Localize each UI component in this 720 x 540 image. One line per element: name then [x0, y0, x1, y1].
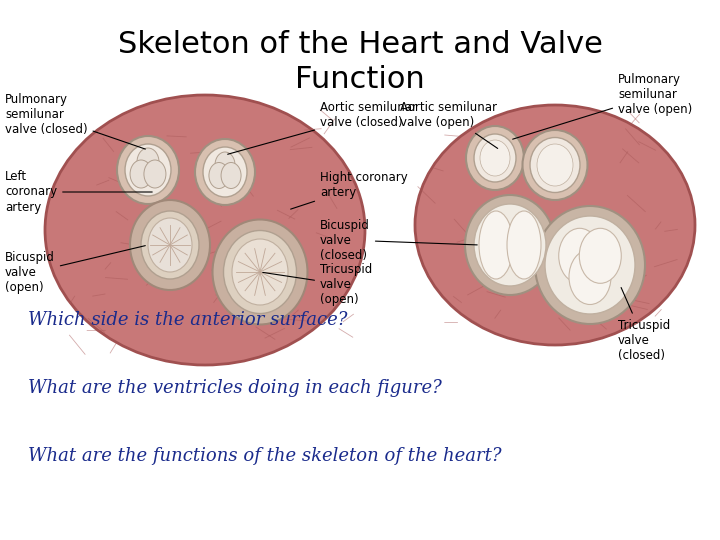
Ellipse shape: [148, 218, 192, 272]
Ellipse shape: [45, 95, 365, 365]
Ellipse shape: [474, 134, 516, 182]
Ellipse shape: [415, 105, 695, 345]
Ellipse shape: [215, 152, 235, 178]
Text: Bicuspid
valve
(closed): Bicuspid valve (closed): [320, 219, 477, 261]
Ellipse shape: [479, 211, 513, 279]
Ellipse shape: [130, 160, 152, 188]
Ellipse shape: [507, 211, 541, 279]
Text: Aortic semilunar
valve (closed): Aortic semilunar valve (closed): [228, 101, 417, 154]
Text: Left
coronary
artery: Left coronary artery: [5, 171, 152, 213]
Ellipse shape: [212, 219, 307, 325]
Ellipse shape: [559, 228, 600, 284]
Ellipse shape: [466, 126, 524, 190]
Ellipse shape: [144, 160, 166, 188]
Text: Tricuspid
valve
(closed): Tricuspid valve (closed): [618, 287, 670, 361]
Text: Pulmonary
semilunar
valve (open): Pulmonary semilunar valve (open): [513, 73, 692, 139]
Text: Aortic semilunar
valve (open): Aortic semilunar valve (open): [400, 101, 498, 148]
Text: Which side is the anterior surface?: Which side is the anterior surface?: [28, 311, 347, 329]
Ellipse shape: [569, 249, 611, 305]
Ellipse shape: [537, 144, 573, 186]
Text: Bicuspid
valve
(open): Bicuspid valve (open): [5, 246, 145, 294]
Ellipse shape: [523, 130, 588, 200]
Ellipse shape: [130, 200, 210, 290]
Ellipse shape: [221, 163, 241, 188]
Ellipse shape: [465, 195, 555, 295]
Ellipse shape: [125, 144, 171, 196]
Ellipse shape: [474, 204, 546, 286]
Text: What are the functions of the skeleton of the heart?: What are the functions of the skeleton o…: [28, 447, 502, 465]
Ellipse shape: [535, 206, 645, 324]
Ellipse shape: [117, 136, 179, 204]
Ellipse shape: [223, 231, 297, 314]
Ellipse shape: [480, 140, 510, 176]
Text: What are the ventricles doing in each figure?: What are the ventricles doing in each fi…: [28, 379, 442, 397]
Ellipse shape: [209, 163, 229, 188]
Ellipse shape: [137, 148, 159, 176]
Ellipse shape: [141, 211, 199, 279]
Ellipse shape: [232, 239, 288, 305]
Text: Hight coronary
artery: Hight coronary artery: [291, 171, 408, 209]
Ellipse shape: [580, 228, 621, 284]
Ellipse shape: [545, 216, 635, 314]
Ellipse shape: [195, 139, 255, 205]
Text: Pulmonary
semilunar
valve (closed): Pulmonary semilunar valve (closed): [5, 93, 145, 149]
Ellipse shape: [203, 147, 247, 197]
Ellipse shape: [530, 138, 580, 192]
Text: Skeleton of the Heart and Valve
Function: Skeleton of the Heart and Valve Function: [117, 30, 603, 94]
Text: Tricuspid
valve
(open): Tricuspid valve (open): [263, 264, 372, 307]
